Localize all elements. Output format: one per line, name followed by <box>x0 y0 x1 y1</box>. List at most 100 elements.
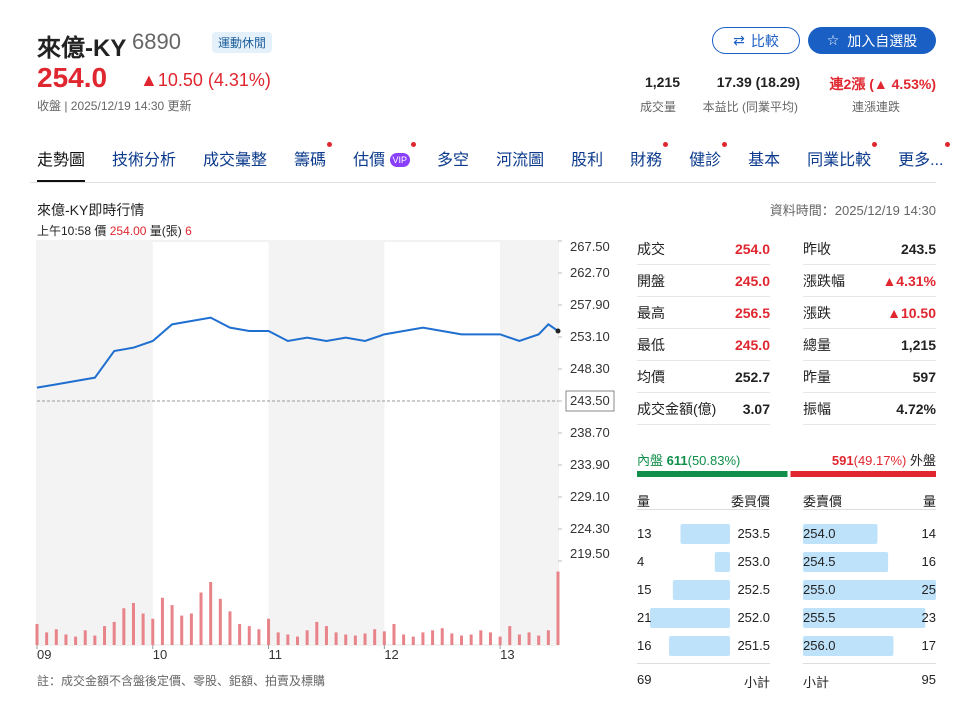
outer-label: 外盤 <box>909 453 936 468</box>
quote-value: 245.0 <box>734 272 770 289</box>
volume-bar <box>353 635 357 645</box>
tab[interactable]: 多空 <box>437 152 470 169</box>
outer-bar <box>790 471 936 477</box>
volume-bar <box>517 634 521 645</box>
bid-volume: 15 <box>637 582 652 597</box>
y-tick-label: 267.50 <box>570 239 610 254</box>
quote-value: 254.0 <box>734 240 770 257</box>
stock-name: 來億-KY <box>37 35 127 62</box>
tab[interactable]: 估價 VIP <box>353 142 417 183</box>
quote-label: 漲跌 <box>803 304 831 321</box>
x-tick-label: 10 <box>153 647 167 662</box>
watchlist-button[interactable]: ☆ 加入自選股 <box>808 27 936 54</box>
tab[interactable]: 健診 <box>689 142 728 183</box>
ask-depth-bar <box>803 580 936 600</box>
volume-bar <box>238 624 242 645</box>
quote-value: 3.07 <box>742 400 770 417</box>
status: 收盤 | 2025/12/19 14:30 更新 <box>37 99 192 113</box>
chart-title: 來億-KY即時行情 <box>37 202 145 218</box>
volume-bar <box>218 598 222 645</box>
inner-pct: (50.83%) <box>687 453 741 468</box>
volume-bar <box>296 636 299 645</box>
inner-label: 內盤 <box>637 453 664 468</box>
ask-volume: 25 <box>921 582 936 597</box>
volume-bar <box>64 634 68 645</box>
tab[interactable]: 同業比較 <box>807 142 878 183</box>
price: 254.0 <box>37 62 108 93</box>
volume-bar <box>276 632 280 645</box>
compare-button[interactable]: ⇄ 比較 <box>712 27 800 54</box>
y-tick-label: 238.70 <box>570 425 610 440</box>
volume-bar <box>257 629 261 645</box>
x-tick-label: 11 <box>269 647 283 662</box>
tab[interactable]: 股利 <box>571 152 604 169</box>
volume-bar <box>382 631 386 645</box>
tab-label: 健診 <box>689 152 722 169</box>
ask-volume: 23 <box>921 610 936 625</box>
quote-label: 振幅 <box>803 400 831 417</box>
tab[interactable]: 成交彙整 <box>203 152 268 169</box>
stat-label: 連漲連跌 <box>851 100 900 114</box>
ask-price: 255.5 <box>803 610 836 625</box>
tab[interactable]: 更多... <box>898 142 950 183</box>
bid-price: 253.5 <box>737 526 770 541</box>
quote-label: 開盤 <box>637 272 665 289</box>
tab-label: 財務 <box>630 152 663 169</box>
volume-bar <box>479 630 483 645</box>
volume-bar <box>228 611 232 645</box>
tab-bar: 走勢圖 技術分析 成交彙整 籌碼 估價 VIP 多空 河流圖 股利 財務 健診 … <box>37 142 950 183</box>
industry-tag[interactable]: 運動休閒 <box>212 32 273 53</box>
tab-label: 估價 <box>353 152 386 169</box>
volume-bar <box>324 626 328 645</box>
quote-value: 597 <box>912 368 936 385</box>
note: 註：成交金額不含盤後定價、零股、鉅額、拍賣及標購 <box>37 674 326 688</box>
volume-bar <box>469 634 473 645</box>
tab[interactable]: 籌碼 <box>294 142 333 183</box>
ask-price: 254.0 <box>803 526 836 541</box>
tab[interactable]: 河流圖 <box>496 152 545 169</box>
stat-value: 1,215 <box>644 74 680 90</box>
ask-depth-bar <box>803 636 894 656</box>
bid-price: 253.0 <box>737 554 770 569</box>
divider <box>637 663 770 664</box>
tab[interactable]: 技術分析 <box>112 152 177 169</box>
outer-flow: 591(49.17%) 外盤 <box>832 450 936 469</box>
quote-row: 總量 1,215 <box>803 329 936 361</box>
y-tick-label: 257.90 <box>570 297 610 312</box>
quote-value: ▲10.50 <box>887 304 936 321</box>
tab[interactable]: 財務 <box>630 142 669 183</box>
bid-price: 252.5 <box>737 582 770 597</box>
volume-bar <box>286 634 290 645</box>
volume-bar <box>421 632 425 645</box>
tab[interactable]: 走勢圖 <box>37 146 86 183</box>
volume-bar <box>431 630 435 645</box>
volume-bar <box>450 633 454 645</box>
stat-value: 17.39 (18.29) <box>716 74 800 90</box>
bid-total: 69 <box>637 672 652 687</box>
hour-band <box>268 241 385 645</box>
bid-price: 252.0 <box>737 610 770 625</box>
tab[interactable]: 基本 <box>748 152 781 169</box>
inner-flow: 內盤 611(50.83%) <box>637 450 740 469</box>
volume-bar <box>440 628 444 645</box>
divider <box>803 663 936 664</box>
quote-row: 最低 245.0 <box>637 329 770 361</box>
y-tick-label: 248.30 <box>570 361 610 376</box>
divider <box>637 509 770 510</box>
volume-bar <box>180 615 184 645</box>
quote-row: 振幅 4.72% <box>803 393 936 425</box>
quote-row: 漲跌 ▲10.50 <box>803 297 936 329</box>
quote-label: 成交金額(億) <box>637 400 717 417</box>
volume-bar <box>334 632 338 645</box>
hour-band <box>37 241 153 645</box>
volume-bar <box>556 571 560 645</box>
volume-bar <box>411 636 415 645</box>
quote-row: 最高 256.5 <box>637 297 770 329</box>
quote-label: 最低 <box>637 336 665 353</box>
y-tick-label: 219.50 <box>570 546 610 561</box>
stat-value: 連2漲 (▲ 4.53%) <box>829 76 936 92</box>
last-price-dot <box>555 328 561 334</box>
volume-bar <box>160 597 164 645</box>
bid-volume: 4 <box>637 554 645 569</box>
